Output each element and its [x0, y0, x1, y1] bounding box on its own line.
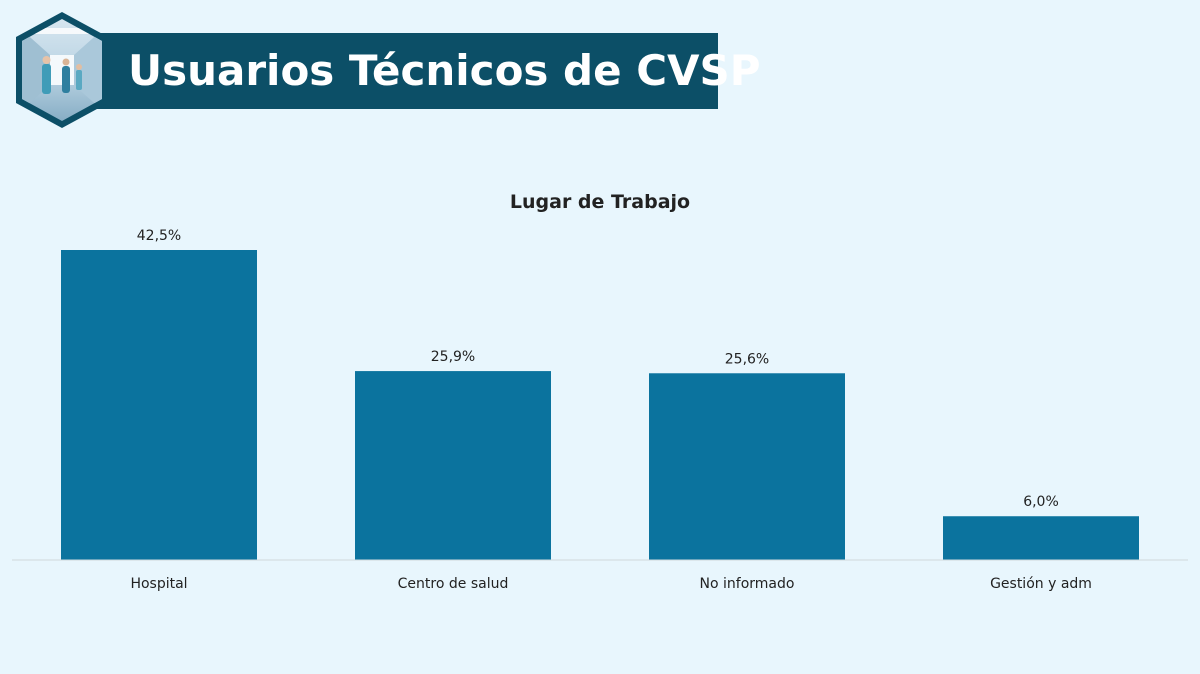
hospital-corridor-icon [22, 19, 102, 121]
title-banner [56, 33, 718, 109]
bar-4 [943, 516, 1139, 560]
bar-2 [355, 371, 551, 560]
x-tick-label: No informado [700, 576, 795, 592]
bars-group [61, 250, 1139, 560]
chart-title: Lugar de Trabajo [510, 191, 690, 213]
page-title: Usuarios Técnicos de CVSP [128, 46, 761, 95]
x-tick-label: Gestión y adm [990, 576, 1092, 592]
bar-1 [61, 250, 257, 560]
labels-group: 42,5% 25,9% 25,6% 6,0% [137, 228, 1059, 510]
data-label: 42,5% [137, 228, 181, 244]
x-tick-label: Centro de salud [398, 576, 509, 592]
x-tick-label: Hospital [130, 576, 187, 592]
data-label: 25,6% [725, 351, 769, 367]
data-label: 6,0% [1023, 494, 1059, 510]
bar-3 [649, 373, 845, 560]
data-label: 25,9% [431, 349, 475, 365]
x-tick-labels: Hospital Centro de salud No informado Gesti… [130, 576, 1092, 592]
hospital-photo-badge [16, 12, 108, 128]
